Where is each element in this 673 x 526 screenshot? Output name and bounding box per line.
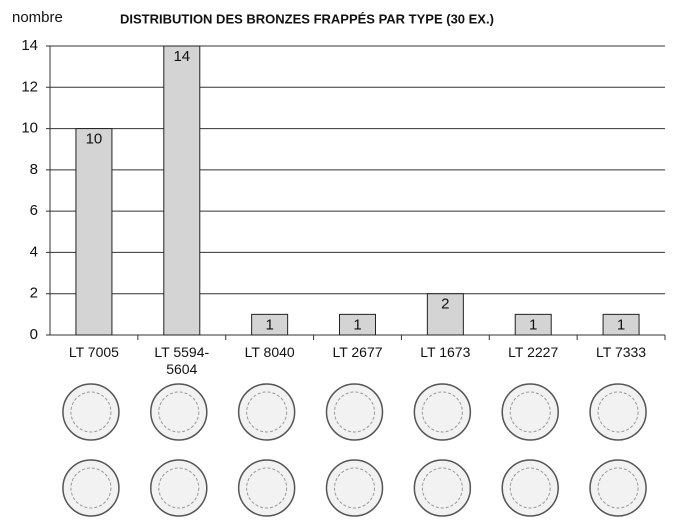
y-tick-label: 4 xyxy=(30,243,38,260)
y-tick-label: 10 xyxy=(21,120,38,137)
bar xyxy=(164,46,200,335)
y-tick-label: 12 xyxy=(21,78,38,95)
value-label: 10 xyxy=(86,131,103,148)
bar xyxy=(76,129,112,335)
page: nombre DISTRIBUTION DES BRONZES FRAPPÉS … xyxy=(0,0,673,526)
value-label: 1 xyxy=(529,316,537,333)
value-label: 1 xyxy=(617,316,625,333)
value-label: 2 xyxy=(441,296,449,313)
y-tick-label: 0 xyxy=(30,326,38,343)
value-label: 14 xyxy=(173,48,190,65)
y-tick-label: 14 xyxy=(21,37,38,54)
y-axis-label: nombre xyxy=(12,9,63,26)
x-tick-label: LT 1673 xyxy=(410,344,480,361)
value-label: 1 xyxy=(265,316,273,333)
y-tick-label: 6 xyxy=(30,202,38,219)
value-label: 1 xyxy=(353,316,361,333)
x-tick-label: LT 2227 xyxy=(498,344,568,361)
x-tick-label: LT 8040 xyxy=(235,344,305,361)
x-tick-label: LT 7005 xyxy=(59,344,129,361)
x-tick-label: LT 5594-5604 xyxy=(147,344,217,378)
chart-title: DISTRIBUTION DES BRONZES FRAPPÉS PAR TYP… xyxy=(120,11,494,26)
x-tick-label: LT 2677 xyxy=(323,344,393,361)
y-tick-label: 2 xyxy=(30,285,38,302)
x-tick-label: LT 7333 xyxy=(586,344,656,361)
y-tick-label: 8 xyxy=(30,161,38,178)
chart: nombre DISTRIBUTION DES BRONZES FRAPPÉS … xyxy=(0,0,673,526)
